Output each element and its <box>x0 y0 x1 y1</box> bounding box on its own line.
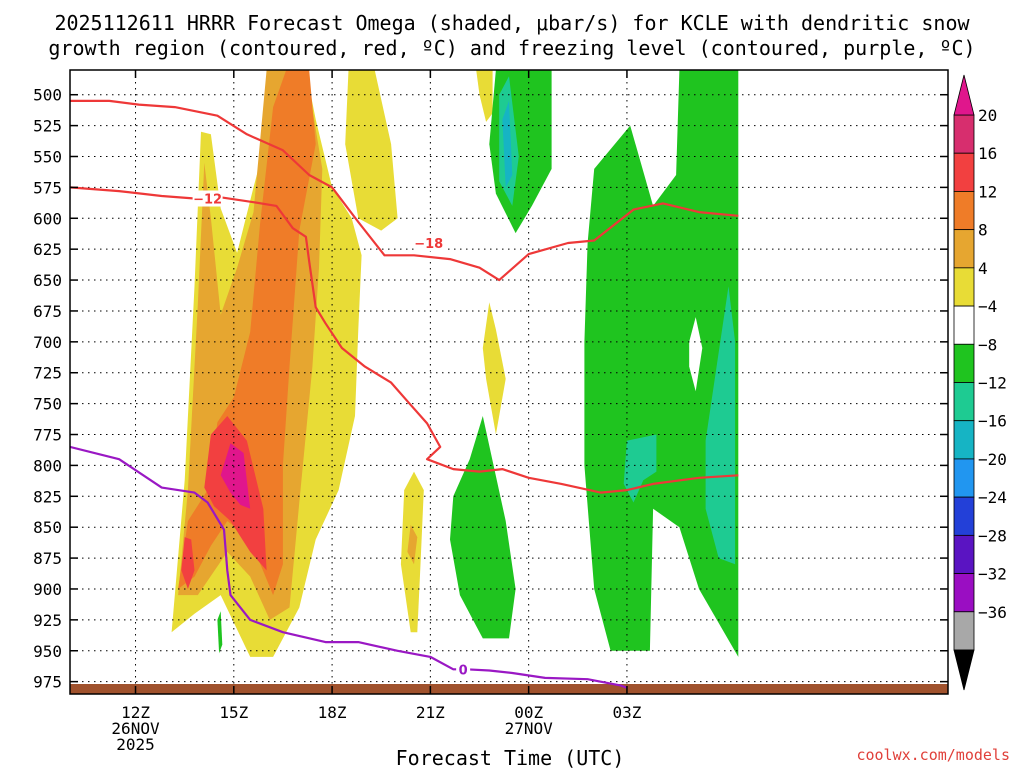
chart-title-line-1: 2025112611 HRRR Forecast Omega (shaded, … <box>54 11 970 35</box>
omega-region-1-1 <box>407 524 418 565</box>
colorbar-swatch-4 <box>953 267 975 307</box>
contour-line-0 <box>70 99 739 282</box>
colorbar-label-0: 20 <box>978 106 997 125</box>
x-tick-label-12-1: 12Z <box>121 703 150 722</box>
contour-line-2 <box>70 445 628 689</box>
omega-region-0-1 <box>345 70 398 231</box>
omega-region-5-3 <box>217 611 223 654</box>
credit-text: coolwx.com/models <box>856 746 1010 764</box>
colorbar-label-2: 12 <box>978 182 997 201</box>
colorbar-label-6: −8 <box>978 335 997 354</box>
y-tick-label-725: 725 <box>33 364 62 383</box>
colorbar-label-4: 4 <box>978 259 988 278</box>
ground-strip <box>70 684 948 694</box>
y-tick-label-675: 675 <box>33 302 62 321</box>
y-tick-label-800: 800 <box>33 456 62 475</box>
colorbar-swatch-11 <box>953 534 975 574</box>
omega-region-4-0 <box>220 443 251 509</box>
contour-line-1 <box>70 186 739 494</box>
colorbar-swatch-12 <box>953 573 975 613</box>
y-tick-label-900: 900 <box>33 580 62 599</box>
colorbar-swatch-0 <box>953 114 975 154</box>
colorbar-swatch-6 <box>953 343 975 383</box>
colorbar-swatch-8 <box>953 420 975 460</box>
omega-region-6-2 <box>705 286 736 565</box>
colorbar-swatch-5 <box>953 305 975 345</box>
colorbar-label-1: 16 <box>978 144 997 163</box>
y-tick-label-525: 525 <box>33 117 62 136</box>
contour-lines: −18 −12 0 <box>70 99 739 689</box>
colorbar-label-8: −16 <box>978 412 1007 431</box>
omega-region-6-1 <box>623 434 657 503</box>
colorbar-swatch-2 <box>953 191 975 231</box>
x-tick-label-15-1: 15Z <box>219 703 248 722</box>
contour-label-0: −18 <box>414 237 443 252</box>
x-tick-label-27-1: 03Z <box>612 703 641 722</box>
omega-hole-0 <box>689 317 703 392</box>
colorbar-swatch-1 <box>953 152 975 192</box>
y-tick-label-550: 550 <box>33 147 62 166</box>
y-tick-label-925: 925 <box>33 611 62 630</box>
chart-title-line-2: growth region (contoured, red, ºC) and f… <box>48 36 975 60</box>
omega-region-3-0 <box>181 537 195 589</box>
y-tick-label-775: 775 <box>33 426 62 445</box>
colorbar: 20 16 12 8 4 −4 −8 −12 −16 −20 −24 −28 −32 −36 <box>953 74 1007 691</box>
colorbar-swatch-10 <box>953 496 975 536</box>
plot-frame <box>69 69 949 695</box>
colorbar-swatch-9 <box>953 458 975 498</box>
y-tick-label-500: 500 <box>33 86 62 105</box>
y-tick-label-825: 825 <box>33 487 62 506</box>
colorbar-swatch-3 <box>953 229 975 269</box>
y-tick-label-600: 600 <box>33 209 62 228</box>
colorbar-label-11: −28 <box>978 526 1007 545</box>
contour-label-bg-1 <box>192 190 223 207</box>
y-tick-label-850: 850 <box>33 518 62 537</box>
colorbar-label-10: −24 <box>978 488 1007 507</box>
colorbar-label-3: 8 <box>978 221 988 240</box>
colorbar-label-12: −32 <box>978 565 1007 584</box>
gridlines <box>70 70 948 694</box>
axes: 500 525 550 575 600 625 650 675 700 725 750 775 800 8… <box>33 70 948 754</box>
y-tick-label-875: 875 <box>33 549 62 568</box>
x-tick-label-24-1: 00Z <box>514 703 543 722</box>
contour-label-2: 0 <box>459 663 468 678</box>
x-tick-label-24-2: 27NOV <box>505 719 554 738</box>
colorbar-label-9: −20 <box>978 450 1007 469</box>
omega-region-7-0 <box>502 100 513 188</box>
y-tick-label-625: 625 <box>33 240 62 259</box>
contour-label-1: −12 <box>193 193 222 208</box>
colorbar-label-5: −4 <box>978 297 997 316</box>
y-tick-label-700: 700 <box>33 333 62 352</box>
omega-region-5-2 <box>450 416 516 639</box>
y-tick-label-575: 575 <box>33 178 62 197</box>
contour-label-bg-0 <box>413 234 444 251</box>
y-tick-label-650: 650 <box>33 271 62 290</box>
x-tick-label-18-1: 18Z <box>318 703 347 722</box>
x-axis-label: Forecast Time (UTC) <box>396 746 625 768</box>
x-tick-label-21-1: 21Z <box>416 703 445 722</box>
colorbar-swatch-7 <box>953 382 975 422</box>
colorbar-swatch-13 <box>953 611 975 651</box>
colorbar-top-arrow <box>953 74 975 116</box>
colorbar-bottom-arrow <box>953 649 975 691</box>
y-tick-label-975: 975 <box>33 673 62 692</box>
omega-region-0-2 <box>476 70 493 122</box>
omega-region-0-4 <box>482 302 506 435</box>
x-tick-label-12-3: 2025 <box>116 735 155 754</box>
contour-label-bg-2 <box>456 661 471 678</box>
y-tick-label-750: 750 <box>33 395 62 414</box>
x-tick-label-12-2: 26NOV <box>111 719 160 738</box>
colorbar-label-7: −12 <box>978 374 1007 393</box>
colorbar-label-13: −36 <box>978 603 1007 622</box>
y-tick-label-950: 950 <box>33 642 62 661</box>
